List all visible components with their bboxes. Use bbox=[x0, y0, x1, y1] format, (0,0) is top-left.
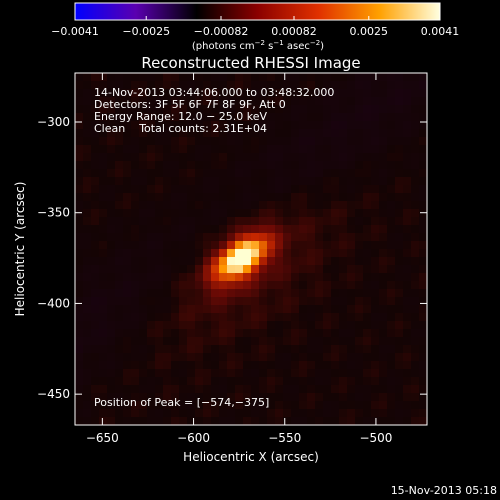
colorbar-tick-label: 0.00082 bbox=[271, 25, 317, 38]
annotation-clean-counts: Clean Total counts: 2.31E+04 bbox=[94, 122, 267, 135]
y-axis-ticks: −450 −400 −350 −300 bbox=[37, 115, 427, 401]
colorbar-tick-label: −0.0041 bbox=[51, 25, 99, 38]
annotation-energy-range: Energy Range: 12.0 − 25.0 keV bbox=[94, 110, 268, 123]
colorbar-tick-label: 0.0025 bbox=[350, 25, 389, 38]
y-tick-label: −300 bbox=[37, 115, 70, 129]
plot-frame bbox=[74, 72, 428, 426]
colorbar-tick-label: 0.0041 bbox=[421, 25, 460, 38]
y-tick-label: −350 bbox=[37, 206, 70, 220]
colorbar-units: (photons cm−2 s−1 asec−2) bbox=[192, 39, 324, 52]
x-tick-label: −600 bbox=[177, 431, 210, 445]
x-axis-label: Heliocentric X (arcsec) bbox=[183, 450, 319, 464]
annotation-peak-position: Position of Peak = [−574,−375] bbox=[94, 396, 269, 409]
y-tick-label: −400 bbox=[37, 296, 70, 310]
colorbar-tick-label: −0.00082 bbox=[194, 25, 249, 38]
footer-timestamp: 15-Nov-2013 05:18 bbox=[391, 484, 497, 497]
annotation-detectors: Detectors: 3F 5F 6F 7F 8F 9F, Att 0 bbox=[94, 98, 286, 111]
x-tick-label: −650 bbox=[86, 431, 119, 445]
colorbar-ticks: −0.0041 −0.0025 −0.00082 0.00082 0.0025 0.004… bbox=[51, 16, 459, 38]
heatmap-image bbox=[75, 73, 427, 425]
x-tick-label: −550 bbox=[268, 431, 301, 445]
x-tick-label: −500 bbox=[359, 431, 392, 445]
chart-title: Reconstructed RHESSI Image bbox=[141, 54, 360, 72]
y-tick-label: −450 bbox=[37, 387, 70, 401]
y-axis-label: Heliocentric Y (arcsec) bbox=[13, 182, 27, 317]
annotation-time-range: 14-Nov-2013 03:44:06.000 to 03:48:32.000 bbox=[94, 86, 334, 99]
colorbar-tick-label: −0.0025 bbox=[122, 25, 170, 38]
x-axis-ticks: −650 −600 −550 −500 bbox=[86, 73, 392, 445]
colorbar bbox=[74, 2, 441, 21]
